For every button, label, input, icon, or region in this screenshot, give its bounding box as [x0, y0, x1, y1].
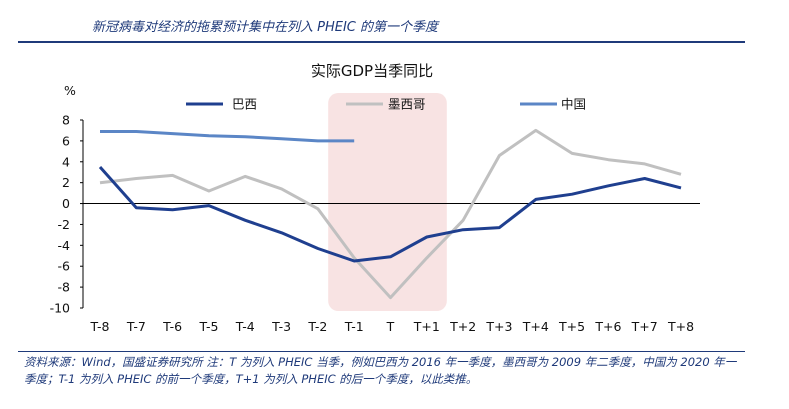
- y-tick-label: -10: [50, 301, 70, 316]
- y-tick-label: 2: [62, 175, 70, 190]
- x-tick-label: T-6: [162, 319, 182, 334]
- x-tick-label: T-3: [271, 319, 291, 334]
- x-tick-label: T-2: [307, 319, 327, 334]
- x-tick-label: T-8: [90, 319, 110, 334]
- x-tick-label: T+6: [594, 319, 621, 334]
- series-line-1: [99, 128, 682, 300]
- x-tick-label: T-1: [344, 319, 364, 334]
- footer-divider: [18, 351, 745, 352]
- x-tick-label: T+5: [558, 319, 585, 334]
- series-line-2: [100, 130, 355, 143]
- x-tick-label: T-7: [126, 319, 146, 334]
- header-divider: [18, 41, 745, 43]
- y-tick-label: 8: [62, 113, 70, 128]
- y-tick-label: -8: [58, 280, 71, 295]
- y-tick-label: 6: [62, 133, 70, 148]
- x-tick-label: T+3: [485, 319, 512, 334]
- x-tick-label: T+7: [631, 319, 658, 334]
- x-tick-label: T+8: [667, 319, 694, 334]
- legend-label-1: 墨西哥: [388, 97, 426, 112]
- chart-title: 实际GDP当季同比: [311, 62, 433, 80]
- y-axis-unit-label: %: [64, 83, 76, 98]
- x-tick-label: T+4: [522, 319, 549, 334]
- y-tick-label: -2: [58, 217, 70, 232]
- legend: 巴西 墨西哥 中国: [186, 97, 586, 112]
- y-tick-label: 0: [62, 196, 70, 211]
- series-line-0: [98, 166, 682, 263]
- legend-label-0: 巴西: [232, 97, 257, 112]
- y-tick-label: -6: [58, 259, 71, 274]
- x-tick-label: T+2: [449, 319, 476, 334]
- page-title: 新冠病毒对经济的拖累预计集中在列入 PHEIC 的第一个季度: [92, 20, 439, 35]
- gdp-line-chart: 8 6 4 2 0 -2 -4 -6 -8 -10 T-8 T-7 T-6 T-5 T-4 T-3 T-2 T-1…: [50, 62, 700, 334]
- x-tick-label: T: [386, 319, 395, 334]
- x-tick-label: T-5: [198, 319, 218, 334]
- legend-label-2: 中国: [561, 97, 586, 112]
- pheic-highlight-band: [328, 93, 447, 311]
- x-tick-label: T-4: [235, 319, 255, 334]
- y-tick-label: 4: [62, 154, 70, 169]
- y-tick-label: -4: [58, 238, 71, 253]
- x-tick-label: T+1: [413, 319, 440, 334]
- source-footnote: 资料来源：Wind，国盛证券研究所 注：T 为列入 PHEIC 当季，例如巴西为…: [24, 355, 737, 386]
